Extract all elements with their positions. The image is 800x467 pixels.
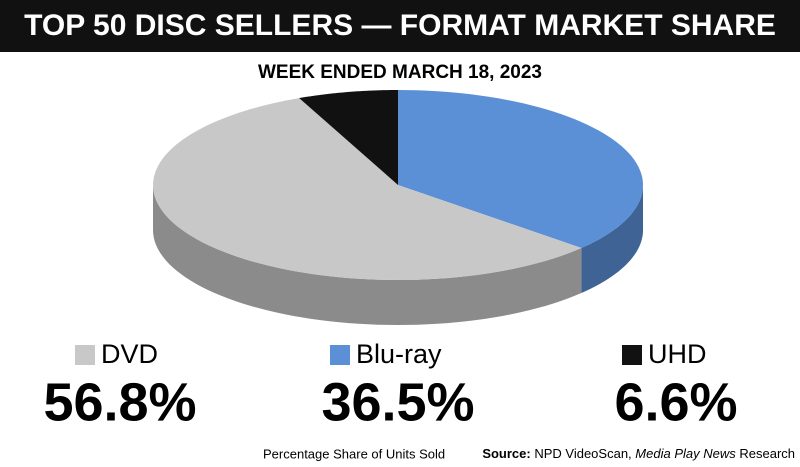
pie-slice bbox=[153, 98, 582, 280]
source-text: NPD VideoScan, bbox=[534, 446, 631, 461]
legend-label: Blu-ray bbox=[356, 339, 442, 369]
legend-swatch bbox=[75, 345, 95, 365]
legend-swatch bbox=[622, 345, 642, 365]
source-suffix: Research bbox=[739, 446, 795, 461]
legend-label: DVD bbox=[101, 339, 158, 369]
value-label: 6.6% bbox=[614, 372, 737, 432]
pie-slice bbox=[398, 90, 643, 248]
pie-side bbox=[153, 185, 582, 325]
pie-slice bbox=[299, 90, 398, 185]
pie-side-shade bbox=[581, 185, 643, 293]
legend-label: UHD bbox=[648, 339, 707, 369]
title-bar bbox=[0, 0, 800, 52]
source-publication: Media Play News bbox=[635, 446, 736, 461]
source: Source: NPD VideoScan, Media Play News R… bbox=[482, 446, 795, 461]
footnote: Percentage Share of Units Sold bbox=[263, 446, 445, 461]
value-label: 36.5% bbox=[321, 372, 474, 432]
value-label: 56.8% bbox=[43, 372, 196, 432]
pie-side-shade bbox=[153, 185, 582, 325]
pie-side bbox=[581, 185, 643, 293]
source-label: Source: bbox=[482, 446, 530, 461]
legend-swatch bbox=[330, 345, 350, 365]
chart-subtitle: WEEK ENDED MARCH 18, 2023 bbox=[258, 62, 542, 83]
chart-title: TOP 50 DISC SELLERS — FORMAT MARKET SHAR… bbox=[24, 9, 776, 42]
pie bbox=[153, 90, 643, 325]
